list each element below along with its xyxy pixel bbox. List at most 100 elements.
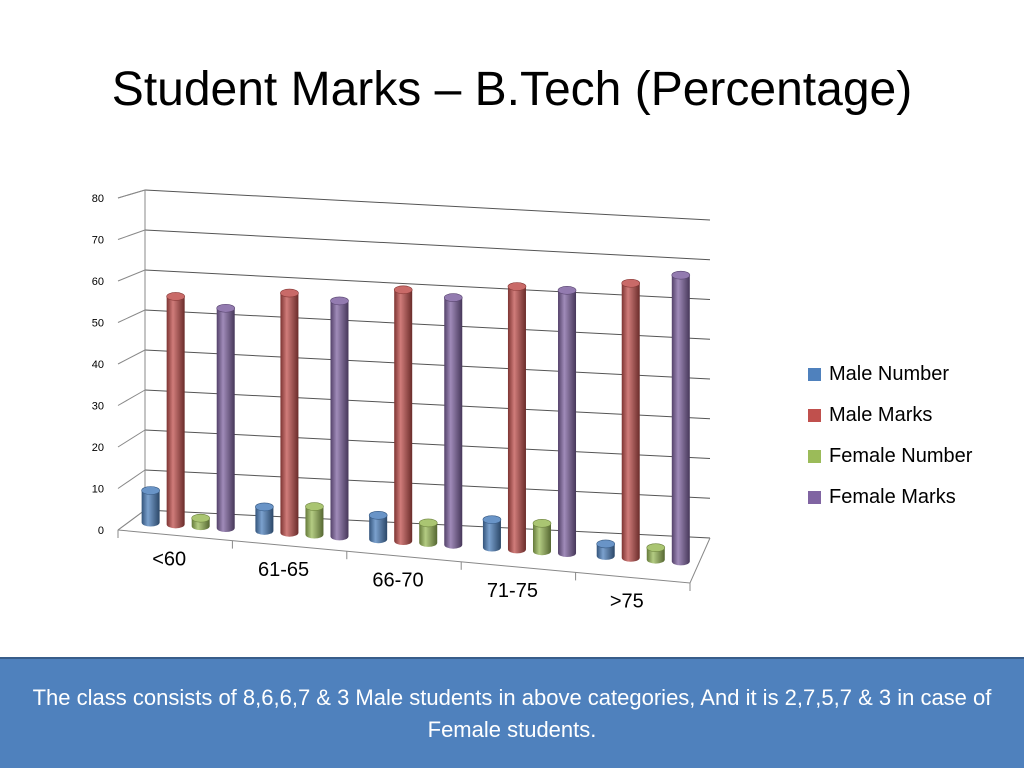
gridline: [144, 349, 711, 380]
legend-item: Male Number: [808, 354, 972, 395]
bar-female-number: [191, 513, 210, 531]
gridline-side: [117, 269, 146, 282]
legend-item: Female Marks: [808, 477, 972, 518]
gridline: [144, 189, 711, 221]
legend-label: Female Number: [829, 445, 973, 467]
bar-male-marks: [280, 288, 299, 537]
y-tick-label: 50: [92, 318, 104, 330]
legend-label: Female Marks: [829, 486, 956, 508]
bar-top: [621, 278, 641, 288]
x-tick-label: 66-70: [372, 570, 423, 592]
bar-top: [532, 519, 552, 528]
bar-body: [369, 515, 388, 544]
bar-male-number: [482, 515, 502, 552]
bar-body: [671, 275, 690, 566]
gridline-side: [117, 389, 146, 406]
y-tick-label: 40: [92, 359, 104, 371]
bar-body: [596, 543, 615, 560]
bar-male-marks: [507, 282, 527, 554]
x-tick-label: >75: [610, 591, 644, 613]
bar-top: [557, 286, 577, 295]
gridline-side: [117, 349, 146, 365]
bar-top: [507, 282, 527, 291]
bar-male-number: [596, 539, 616, 560]
x-tick-label: 61-65: [258, 559, 309, 581]
gridline-side: [117, 429, 146, 448]
bar-body: [507, 286, 526, 554]
chart-side-wall: [117, 189, 146, 531]
bar-female-number: [646, 543, 666, 564]
bar-body: [394, 289, 413, 546]
gridline: [144, 429, 711, 459]
legend-swatch: [808, 450, 821, 463]
legend-label: Male Number: [829, 363, 950, 385]
y-tick-label: 20: [92, 442, 104, 454]
legend-swatch: [808, 409, 821, 422]
bar-male-number: [141, 486, 160, 527]
legend-item: Male Marks: [808, 395, 972, 436]
bar-body: [280, 293, 299, 537]
bar-female-marks: [330, 296, 349, 541]
bar-body: [621, 283, 640, 562]
bar-body: [646, 547, 665, 564]
bar-top: [191, 513, 210, 523]
gridline-side: [117, 469, 146, 489]
y-tick-label: 0: [98, 525, 104, 537]
y-tick-label: 30: [92, 401, 104, 413]
bar-top: [443, 293, 463, 302]
bar-body: [141, 490, 160, 527]
bar-male-number: [255, 502, 274, 535]
x-tick-label: 71-75: [487, 580, 538, 602]
bar-body: [305, 506, 324, 539]
caption-text: The class consists of 8,6,6,7 & 3 Male s…: [32, 684, 992, 742]
bar-body: [444, 297, 463, 549]
slide-title: Student Marks – B.Tech (Percentage): [111, 63, 913, 116]
bar-female-number: [532, 519, 552, 556]
gridline: [144, 269, 711, 300]
bar-body: [482, 519, 501, 552]
y-tick-label: 10: [92, 484, 104, 496]
legend-label: Male Marks: [829, 404, 933, 426]
bar-top: [393, 285, 413, 295]
y-tick-label: 60: [92, 276, 104, 288]
bar-chart: 0 10 20 30 40 50 60 70 80 <60 61-65 66-70 71-75 >75: [92, 189, 711, 613]
bar-male-marks: [166, 292, 185, 529]
x-tick-label: <60: [152, 548, 186, 570]
legend-swatch: [808, 368, 821, 381]
gridline: [144, 229, 711, 261]
bar-top: [596, 539, 616, 549]
bar-female-marks: [216, 303, 236, 533]
chart-legend: Male Number Male Marks Female Number Female…: [808, 354, 972, 518]
gridline-side: [117, 309, 146, 323]
bar-top: [255, 502, 274, 512]
bar-body: [558, 290, 577, 558]
bar-male-marks: [621, 278, 641, 562]
bar-top: [305, 502, 324, 511]
gridline-side: [117, 229, 146, 240]
bar-body: [255, 506, 274, 535]
gridline: [144, 309, 711, 340]
y-tick-label: 70: [92, 235, 104, 247]
legend-item: Female Number: [808, 436, 972, 477]
chart-labels: 0 10 20 30 40 50 60 70 80 <60 61-65 66-70 71-75 >75: [92, 193, 644, 613]
bar-female-number: [305, 502, 324, 539]
y-tick-label: 80: [92, 193, 104, 205]
caption-box: The class consists of 8,6,6,7 & 3 Male s…: [0, 657, 1024, 768]
bar-top: [330, 296, 349, 306]
bar-body: [419, 522, 438, 547]
bar-top: [418, 518, 438, 528]
bar-body: [216, 308, 235, 533]
bar-top: [671, 270, 691, 280]
bar-body: [330, 300, 349, 541]
bar-top: [216, 303, 236, 313]
bar-top: [141, 486, 160, 495]
bar-top: [368, 510, 388, 520]
bar-female-marks: [557, 286, 577, 558]
bar-body: [532, 523, 551, 556]
bar-body: [166, 296, 185, 529]
chart-axes: [117, 189, 711, 591]
bar-male-number: [368, 510, 388, 544]
bar-female-number: [418, 518, 438, 547]
bar-top: [166, 292, 185, 301]
bar-top: [646, 543, 666, 552]
